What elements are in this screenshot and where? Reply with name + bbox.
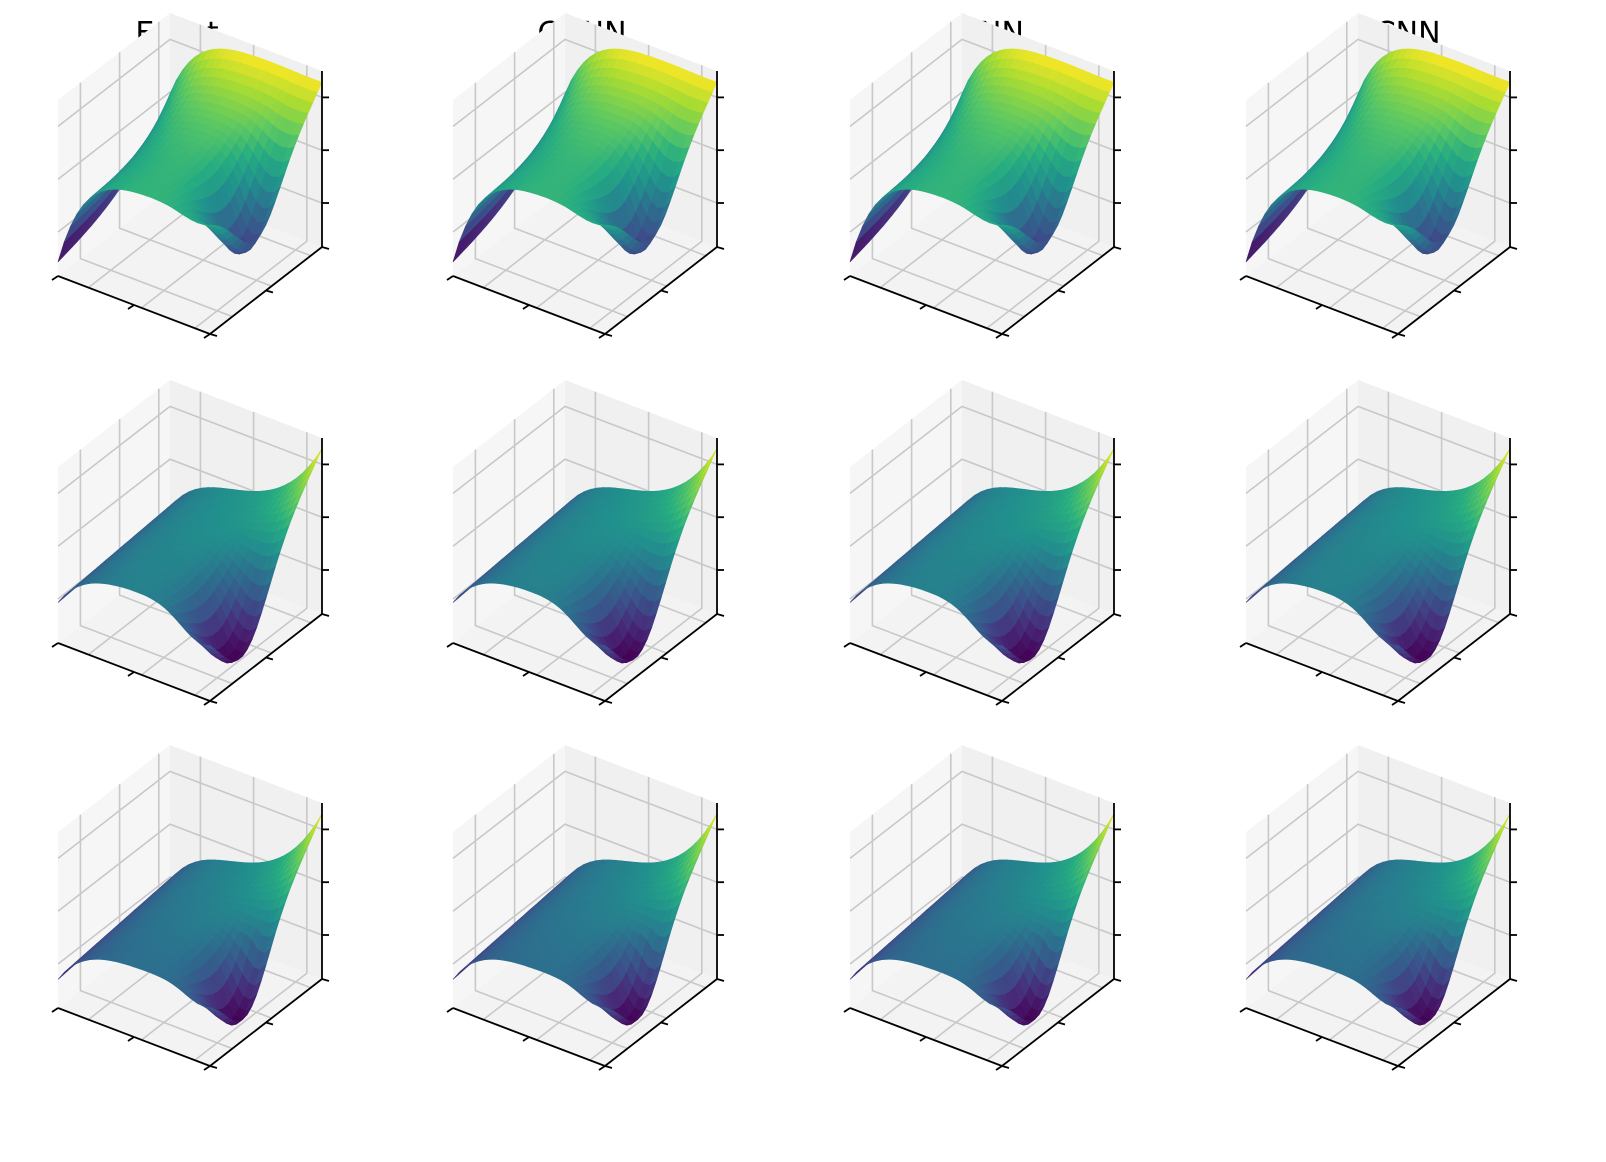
- surface-panel-r3-c2: [446, 745, 725, 1071]
- surface-r1-c1: [57, 48, 323, 263]
- surface-panel-r2-c3: [843, 380, 1122, 706]
- axes-r2-c4: [1239, 438, 1518, 706]
- axes-r3-c3: [843, 803, 1122, 1071]
- surface-r3-c1: [57, 813, 323, 1026]
- axes-r1-c3: [843, 71, 1122, 339]
- surface-r3-c4: [1245, 813, 1511, 1026]
- surface-r3-c3: [849, 813, 1115, 1026]
- surface-panel-r3-c4: [1239, 745, 1518, 1071]
- axes-r3-c1: [51, 803, 330, 1071]
- surface-r3-c2: [452, 813, 718, 1026]
- surface-r1-c2: [452, 48, 718, 263]
- axes-r1-c2: [446, 71, 725, 339]
- surface-panel-r1-c1: [51, 13, 330, 339]
- axes-r2-c3: [843, 438, 1122, 706]
- surface-panel-r1-c2: [446, 13, 725, 339]
- axes-r1-c4: [1239, 71, 1518, 339]
- axes-r2-c2: [446, 438, 725, 706]
- surface-panel-r1-c4: [1239, 13, 1518, 339]
- surface-r2-c3: [849, 448, 1115, 664]
- surface-r2-c2: [452, 448, 718, 664]
- surface-r1-c4: [1245, 48, 1511, 263]
- surface-panel-r2-c4: [1239, 380, 1518, 706]
- axes-r3-c4: [1239, 803, 1518, 1071]
- surface-r2-c1: [57, 448, 323, 664]
- surface-r2-c4: [1245, 448, 1511, 664]
- axes-r1-c1: [51, 71, 330, 339]
- surface-panel-r1-c3: [843, 13, 1122, 339]
- surface-panel-r3-c1: [51, 745, 330, 1071]
- axes-r2-c1: [51, 438, 330, 706]
- surface-panel-r3-c3: [843, 745, 1122, 1071]
- axes-r3-c2: [446, 803, 725, 1071]
- surface-panel-r2-c2: [446, 380, 725, 706]
- surface-r1-c3: [849, 48, 1115, 263]
- surface-panel-r2-c1: [51, 380, 330, 706]
